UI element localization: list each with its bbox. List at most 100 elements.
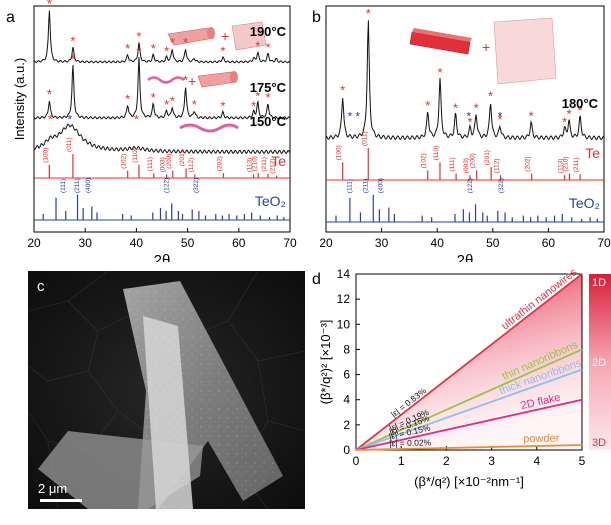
peak-marker: * bbox=[220, 98, 225, 113]
hkl-label: (003) bbox=[463, 158, 470, 173]
reference-label: Te bbox=[271, 153, 286, 169]
peak-marker: * bbox=[134, 112, 139, 126]
plus-sign: + bbox=[188, 73, 196, 89]
panel-label: a bbox=[6, 9, 15, 26]
panel-label: d bbox=[312, 271, 321, 288]
plus-sign: + bbox=[221, 28, 229, 44]
trace-label: 175°C bbox=[250, 80, 287, 95]
x-tick-label: 30 bbox=[375, 236, 389, 250]
hkl-label: (100) bbox=[336, 145, 343, 160]
y-tick-label: 2 bbox=[343, 418, 350, 432]
hkl-label: (210) bbox=[251, 156, 258, 171]
peak-marker: * bbox=[578, 103, 583, 118]
series-line bbox=[355, 398, 583, 451]
y-tick-label: 8 bbox=[343, 342, 350, 356]
x-tick-label: 2 bbox=[443, 454, 450, 468]
hkl-label: (011) bbox=[66, 137, 73, 152]
x-tick-label: 1 bbox=[398, 454, 405, 468]
reference-label: TeO₂ bbox=[569, 195, 600, 211]
peak-marker: * bbox=[251, 98, 256, 113]
x-axis-label: 2θ bbox=[457, 252, 474, 262]
hkl-label: (122) bbox=[467, 178, 474, 193]
nanoribbon-shape bbox=[167, 27, 215, 46]
panel-c-label: c bbox=[37, 278, 45, 295]
hkl-label: (003) bbox=[160, 157, 167, 172]
hkl-label: (110) bbox=[433, 146, 440, 161]
peak-marker: * bbox=[437, 65, 442, 80]
x-tick-label: 20 bbox=[27, 236, 41, 250]
peak-marker: * bbox=[265, 40, 270, 55]
xrd-trace bbox=[33, 57, 291, 120]
peak-marker: * bbox=[566, 106, 571, 121]
peak-marker: * bbox=[183, 35, 188, 50]
series-line bbox=[355, 444, 583, 451]
y-axis-label: Intensity (a.u.) bbox=[12, 58, 27, 140]
peak-marker: * bbox=[164, 97, 169, 112]
hkl-label: (201) bbox=[179, 151, 186, 166]
series-line bbox=[355, 368, 583, 451]
peak-marker: * bbox=[467, 115, 472, 130]
peak-marker: * bbox=[170, 94, 175, 109]
flake-shape bbox=[493, 17, 557, 85]
hkl-label: (201) bbox=[484, 150, 491, 165]
nanoribbon-top bbox=[412, 28, 472, 42]
scale-bar bbox=[40, 499, 82, 502]
x-tick-label: 40 bbox=[130, 236, 144, 250]
y-tick-label: 6 bbox=[343, 368, 350, 382]
nanoribbon-shape bbox=[197, 71, 237, 88]
trace-label: 150°C bbox=[250, 114, 287, 129]
peak-marker: * bbox=[497, 112, 502, 127]
teo2-marker: * bbox=[355, 109, 360, 123]
hkl-label: (110) bbox=[132, 148, 139, 163]
y-tick-label: 10 bbox=[337, 317, 351, 331]
trace-label: 190°C bbox=[250, 24, 287, 39]
x-tick-label: 0 bbox=[353, 454, 360, 468]
schematic-a-190: + bbox=[167, 21, 267, 51]
hkl-label: (200) bbox=[166, 154, 173, 169]
hkl-label: (211) bbox=[261, 157, 268, 172]
scale-bar-label: 2 μm bbox=[38, 481, 67, 496]
schematic-a-175: + bbox=[147, 71, 238, 89]
peak-marker: * bbox=[488, 89, 493, 104]
x-tick-label: 30 bbox=[79, 236, 93, 250]
peak-marker: * bbox=[125, 91, 130, 106]
teo2-marker: * bbox=[348, 109, 353, 123]
scale-label: 1D bbox=[592, 277, 606, 289]
peak-marker: * bbox=[255, 89, 260, 104]
peak-marker: * bbox=[562, 115, 567, 130]
x-tick-label: 50 bbox=[181, 236, 195, 250]
nanowire-shape bbox=[179, 123, 239, 133]
reference-label: Te bbox=[585, 145, 600, 161]
peak-marker: * bbox=[192, 97, 197, 112]
hkl-label: (102) bbox=[121, 154, 128, 169]
hkl-label: (202) bbox=[525, 156, 532, 171]
series-line bbox=[355, 273, 583, 451]
x-tick-label: 5 bbox=[579, 454, 586, 468]
flake-shape bbox=[231, 21, 267, 51]
peak-marker: * bbox=[529, 109, 534, 124]
peak-marker: * bbox=[453, 100, 458, 115]
x-tick-label: 50 bbox=[486, 236, 500, 250]
hkl-label: (211) bbox=[74, 178, 81, 193]
sem-image: 2 μm c bbox=[27, 270, 306, 510]
peak-marker: * bbox=[151, 90, 156, 105]
dimensionality-scale bbox=[589, 274, 611, 450]
reference-label: TeO₂ bbox=[255, 193, 286, 209]
y-tick-label: 12 bbox=[337, 292, 351, 306]
nanoribbon-shape bbox=[409, 31, 471, 55]
y-tick-label: 4 bbox=[343, 393, 350, 407]
y-tick-label: 14 bbox=[337, 267, 351, 281]
schematic-a-150 bbox=[179, 123, 239, 133]
strain-label: |ε| = 0.02% bbox=[389, 437, 432, 448]
hkl-label: (111) bbox=[60, 179, 67, 193]
hkl-label: (212) bbox=[270, 158, 277, 173]
peak-marker: * bbox=[255, 39, 260, 54]
hkl-label: (400) bbox=[85, 178, 92, 193]
hkl-label: (202) bbox=[216, 156, 223, 171]
hkl-label: (111) bbox=[347, 179, 354, 193]
peak-marker: * bbox=[220, 43, 225, 58]
hkl-label: (400) bbox=[378, 178, 385, 193]
hkl-label: (113) bbox=[247, 158, 254, 173]
xrd-trace bbox=[33, 10, 291, 64]
